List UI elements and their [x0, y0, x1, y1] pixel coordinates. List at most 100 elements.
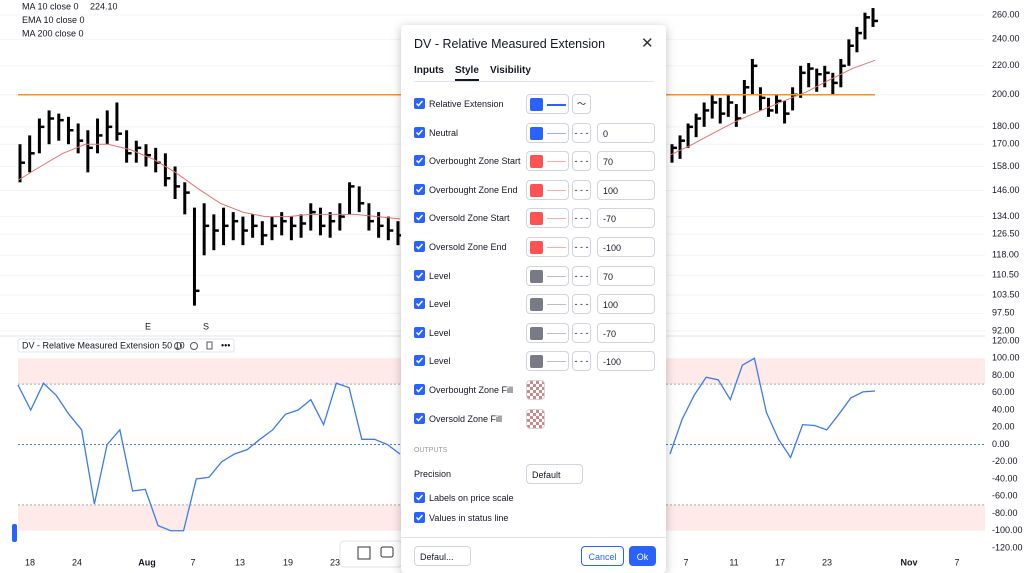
dialog-tab[interactable]: Visibility	[490, 65, 531, 76]
checkbox[interactable]	[414, 183, 425, 195]
ok-button[interactable]: Ok	[629, 546, 656, 566]
checkbox[interactable]	[414, 241, 425, 252]
checkbox[interactable]	[414, 412, 425, 424]
check-mark	[415, 514, 424, 521]
time-tick-label: 13	[235, 557, 245, 567]
indicator-tick-label: -80.00	[992, 508, 1018, 518]
style-button[interactable]	[526, 380, 545, 400]
row-label: Oversold Zone Fill	[429, 413, 503, 424]
value-input[interactable]: -70	[597, 208, 655, 229]
style-button[interactable]	[526, 151, 569, 172]
legend-text: MA 200 close 0	[22, 28, 84, 38]
style-button[interactable]	[526, 179, 569, 200]
line-style-button[interactable]: - - -	[572, 122, 591, 143]
check-mark	[415, 129, 424, 136]
checkbox[interactable]	[414, 98, 425, 109]
row-label: Overbought Zone Fill	[429, 385, 514, 395]
indicator-tick-label: -20.00	[992, 456, 1018, 466]
line-sample	[547, 361, 566, 363]
style-button[interactable]	[526, 294, 569, 315]
floating-toolbar	[339, 540, 403, 568]
line-style-button[interactable]: - - -	[572, 237, 591, 257]
plot-type-button[interactable]: 〜	[572, 94, 591, 114]
checkbox[interactable]	[414, 126, 425, 138]
value-input[interactable]: 70	[597, 265, 655, 286]
line-sample	[547, 332, 566, 334]
event-marker: S	[203, 321, 209, 331]
indicator-tick-label: 0.00	[992, 439, 1010, 449]
style-button[interactable]	[526, 322, 569, 343]
style-button[interactable]	[526, 208, 569, 229]
checkbox[interactable]	[414, 212, 425, 224]
indicator-tick-label: 120.00	[992, 335, 1020, 345]
line-sample	[547, 161, 566, 163]
color-swatch	[530, 126, 543, 140]
color-swatch	[530, 241, 543, 254]
row-label: Oversold Zone End	[429, 242, 507, 252]
indicator-name: DV - Relative Measured Extension 50 10	[22, 340, 185, 350]
line-style-button[interactable]: - - -	[572, 265, 591, 286]
comment-tool[interactable]	[380, 546, 394, 558]
checkbox[interactable]	[414, 355, 425, 367]
line-sample	[547, 104, 566, 106]
checkbox[interactable]	[414, 384, 425, 395]
checkbox[interactable]	[414, 492, 425, 503]
row-label: Relative Extension	[429, 99, 504, 109]
checkbox[interactable]	[414, 326, 425, 338]
time-tick-label: 23	[822, 557, 832, 567]
checkbox[interactable]	[414, 512, 425, 523]
time-tick-label: Nov	[900, 557, 917, 567]
price-tick-label: 200.00	[992, 89, 1020, 99]
color-swatch	[530, 326, 543, 340]
precision-select[interactable]: Default	[526, 464, 583, 484]
price-tick-label: 220.00	[992, 60, 1020, 70]
checkbox-label: Values in status line	[429, 513, 509, 523]
eye-icon[interactable]	[174, 342, 182, 350]
delete-icon[interactable]	[206, 341, 213, 350]
style-button[interactable]	[526, 122, 569, 143]
color-swatch	[530, 269, 543, 283]
dialog-tab[interactable]: Inputs	[414, 65, 444, 76]
line-style-button[interactable]: - - -	[572, 208, 591, 229]
style-button[interactable]	[526, 94, 569, 114]
cancel-button[interactable]: Cancel	[581, 546, 624, 566]
dialog-tab[interactable]: Style	[455, 65, 479, 81]
scroll-handle[interactable]	[12, 524, 17, 542]
value-input[interactable]: 70	[597, 151, 655, 172]
value-input[interactable]: -100	[597, 237, 655, 257]
color-swatch	[530, 212, 543, 226]
value-input[interactable]: 100	[597, 294, 655, 315]
line-style-button[interactable]: - - -	[572, 179, 591, 200]
indicator-line	[17, 382, 401, 532]
style-button[interactable]	[526, 351, 569, 372]
price-tick-label: 134.00	[992, 211, 1020, 221]
close-button[interactable]: ✕	[641, 35, 654, 52]
line-style-button[interactable]: - - -	[572, 322, 591, 343]
line-style-button[interactable]: - - -	[572, 294, 591, 315]
price-tick-label: 170.00	[992, 139, 1020, 149]
settings-icon[interactable]	[190, 342, 198, 350]
value-input[interactable]: -70	[597, 322, 655, 343]
value-input[interactable]: -100	[597, 351, 655, 372]
style-button[interactable]	[526, 265, 569, 286]
legend-value: 224.10	[90, 1, 118, 11]
value-input[interactable]: 0	[597, 122, 655, 143]
price-tick-label: 240.00	[992, 34, 1020, 44]
more-icon[interactable]: •••	[221, 340, 230, 350]
value-input[interactable]: 100	[597, 179, 655, 200]
template-select[interactable]: Defaul...	[414, 546, 471, 566]
time-tick-label: 19	[283, 557, 293, 567]
checkbox[interactable]	[414, 155, 425, 167]
color-swatch	[530, 155, 543, 169]
check-mark	[415, 243, 424, 250]
price-tick-label: 103.50	[992, 290, 1020, 300]
checkbox[interactable]	[414, 298, 425, 310]
checkbox[interactable]	[414, 269, 425, 281]
select-tool[interactable]	[357, 546, 371, 560]
indicator-tick-label: -60.00	[992, 491, 1018, 501]
line-style-button[interactable]: - - -	[572, 151, 591, 172]
style-button[interactable]	[526, 237, 569, 257]
style-button[interactable]	[526, 408, 545, 429]
line-style-button[interactable]: - - -	[572, 351, 591, 372]
